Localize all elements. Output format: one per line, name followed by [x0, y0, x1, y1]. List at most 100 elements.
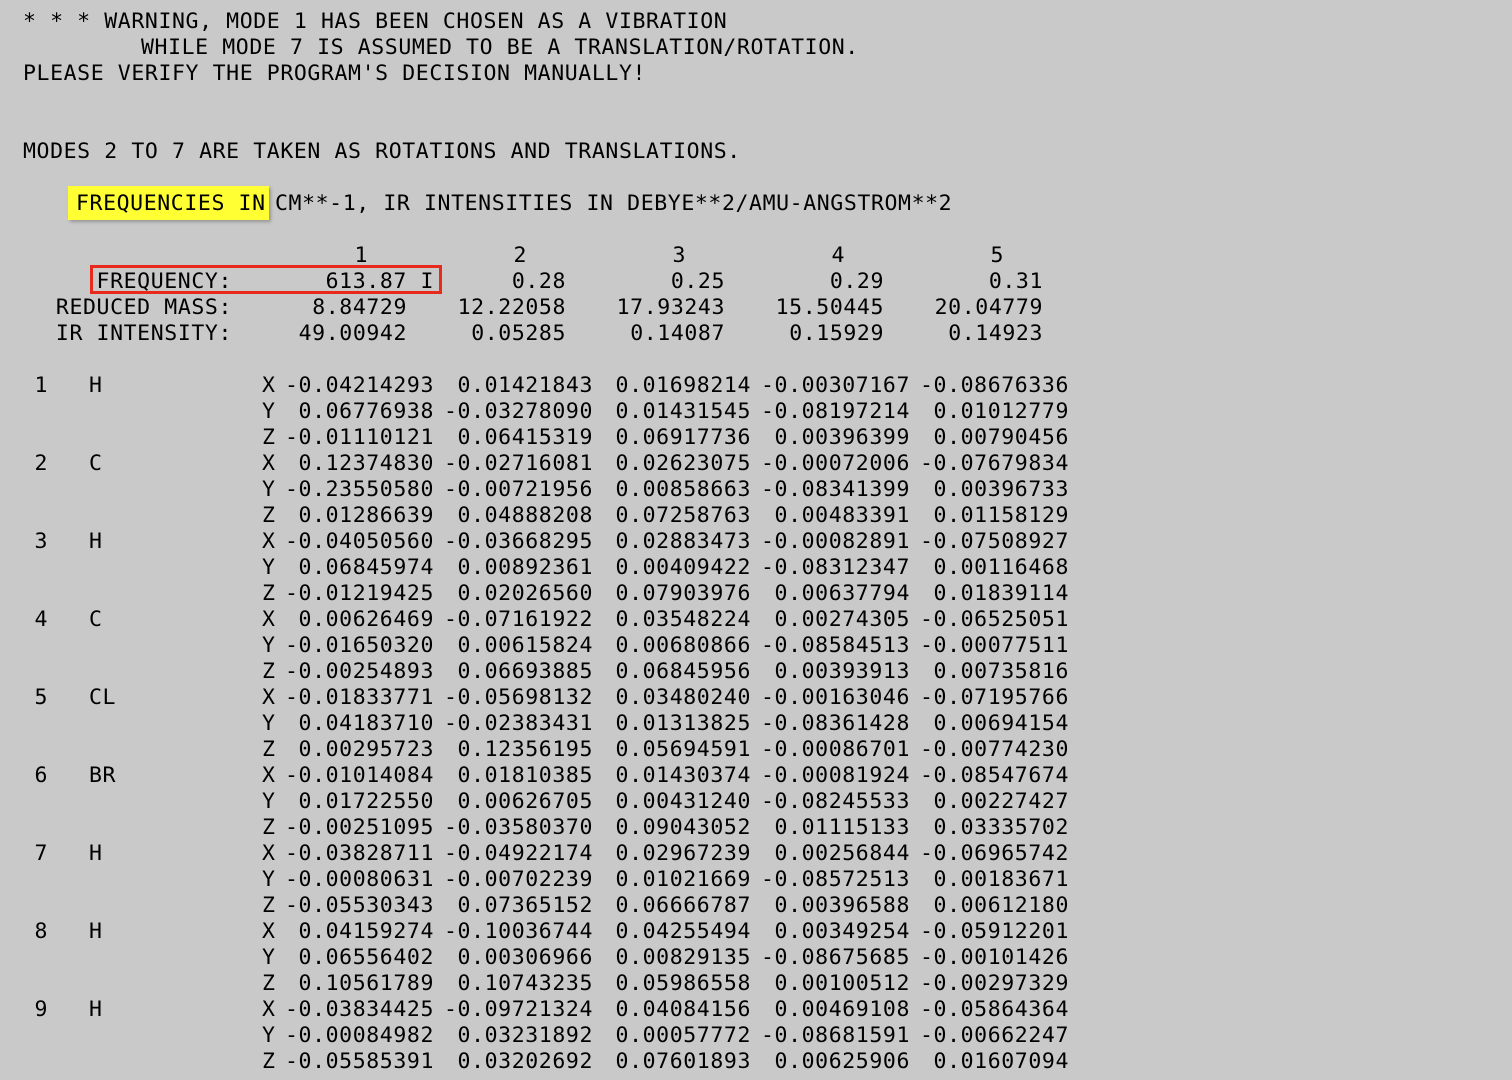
- axis-label: Y: [262, 711, 276, 736]
- coordinate-value: -0.00072006: [761, 451, 910, 476]
- coordinate-value: -0.01833771: [285, 685, 434, 710]
- coordinate-value: -0.00101426: [920, 945, 1069, 970]
- coordinate-value: -0.02383431: [444, 711, 593, 736]
- coordinate-value: -0.03828711: [285, 841, 434, 866]
- atom-symbol: H: [89, 841, 103, 866]
- coordinate-value: 0.06845974: [298, 555, 434, 580]
- coordinate-value: 0.00396733: [933, 477, 1069, 502]
- atom-index: 4: [34, 607, 48, 632]
- reduced-mass-row-value: 15.50445: [775, 295, 884, 320]
- atom-coordinate-row: Y -0.23550580 -0.00721956 0.00858663 -0.0834…: [0, 477, 1512, 503]
- atom-coordinate-row: 6 BR X -0.01014084 0.01810385 0.01430374 -0.00…: [0, 763, 1512, 789]
- atom-coordinate-row: Y 0.01722550 0.00626705 0.00431240 -0.082455…: [0, 789, 1512, 815]
- frequency-row-value: 0.25: [670, 269, 725, 294]
- mode-number-row: 1 2 3 4 5: [0, 243, 1512, 269]
- atom-coordinate-row: Z -0.05585391 0.03202692 0.07601893 0.006259…: [0, 1049, 1512, 1075]
- warning-line-1: * * * WARNING, MODE 1 HAS BEEN CHOSEN AS…: [23, 9, 728, 34]
- coordinate-value: -0.08197214: [761, 399, 910, 424]
- coordinate-value: -0.08584513: [761, 633, 910, 658]
- coordinate-value: 0.04159274: [298, 919, 434, 944]
- coordinate-value: 0.01286639: [298, 503, 434, 528]
- warning-line-2: WHILE MODE 7 IS ASSUMED TO BE A TRANSLAT…: [141, 35, 859, 60]
- coordinate-value: 0.07258763: [615, 503, 751, 528]
- atom-symbol: H: [89, 373, 103, 398]
- mode-number: 2: [513, 243, 527, 268]
- atom-symbol: H: [89, 529, 103, 554]
- axis-label: Y: [262, 399, 276, 424]
- coordinate-value: -0.07679834: [920, 451, 1069, 476]
- atom-symbol: CL: [89, 685, 117, 710]
- atom-coordinate-row: Z 0.01286639 0.04888208 0.07258763 0.0048339…: [0, 503, 1512, 529]
- coordinate-value: -0.03580370: [444, 815, 593, 840]
- coordinate-value: 0.00469108: [774, 997, 910, 1022]
- atom-coordinate-row: 8 H X 0.04159274 -0.10036744 0.04255494 0.0034…: [0, 919, 1512, 945]
- coordinate-value: -0.10036744: [444, 919, 593, 944]
- reduced-mass-row-value: 8.84729: [312, 295, 407, 320]
- coordinate-value: 0.03335702: [933, 815, 1069, 840]
- axis-label: X: [262, 607, 276, 632]
- coordinate-value: -0.00086701: [761, 737, 910, 762]
- atom-coordinate-row: Y 0.06776938 -0.03278090 0.01431545 -0.08197…: [0, 399, 1512, 425]
- coordinate-value: 0.00116468: [933, 555, 1069, 580]
- coordinate-value: 0.00396399: [774, 425, 910, 450]
- coordinate-value: 0.01115133: [774, 815, 910, 840]
- axis-label: Y: [262, 1023, 276, 1048]
- frequency-row-value: 0.29: [829, 269, 884, 294]
- coordinate-value: 0.00790456: [933, 425, 1069, 450]
- coordinate-value: 0.06693885: [457, 659, 593, 684]
- coordinate-value: -0.08675685: [761, 945, 910, 970]
- atom-symbol: H: [89, 919, 103, 944]
- axis-label: Z: [262, 581, 276, 606]
- reduced-mass-row-value: 20.04779: [934, 295, 1043, 320]
- coordinate-value: 0.00409422: [615, 555, 751, 580]
- ir-intensity-row-value: 0.15929: [789, 321, 884, 346]
- coordinate-value: 0.03480240: [615, 685, 751, 710]
- coordinate-value: -0.03668295: [444, 529, 593, 554]
- units-header-rest: CM**-1, IR INTENSITIES IN DEBYE**2/AMU-A…: [275, 191, 953, 216]
- axis-label: X: [262, 763, 276, 788]
- coordinate-value: 0.06666787: [615, 893, 751, 918]
- ir-intensity-row-value: 0.14923: [948, 321, 1043, 346]
- axis-label: Y: [262, 945, 276, 970]
- coordinate-value: 0.00393913: [774, 659, 910, 684]
- atom-coordinate-row: 4 C X 0.00626469 -0.07161922 0.03548224 0.0027…: [0, 607, 1512, 633]
- coordinate-value: -0.00080631: [285, 867, 434, 892]
- coordinate-value: 0.02967239: [615, 841, 751, 866]
- coordinate-value: -0.07161922: [444, 607, 593, 632]
- coordinate-value: 0.00100512: [774, 971, 910, 996]
- coordinate-value: 0.00858663: [615, 477, 751, 502]
- axis-label: Y: [262, 555, 276, 580]
- coordinate-value: -0.05698132: [444, 685, 593, 710]
- coordinate-value: 0.00227427: [933, 789, 1069, 814]
- coordinate-value: -0.06965742: [920, 841, 1069, 866]
- coordinate-value: -0.00082891: [761, 529, 910, 554]
- coordinate-value: 0.01021669: [615, 867, 751, 892]
- coordinate-value: -0.01110121: [285, 425, 434, 450]
- coordinate-value: 0.05986558: [615, 971, 751, 996]
- coordinate-value: 0.06556402: [298, 945, 434, 970]
- units-header-highlighted: FREQUENCIES IN: [76, 191, 266, 216]
- atom-symbol: H: [89, 997, 103, 1022]
- coordinate-value: -0.00084982: [285, 1023, 434, 1048]
- axis-label: Z: [262, 503, 276, 528]
- axis-label: X: [262, 373, 276, 398]
- coordinate-value: 0.04888208: [457, 503, 593, 528]
- coordinate-value: 0.00829135: [615, 945, 751, 970]
- coordinate-value: 0.01722550: [298, 789, 434, 814]
- coordinate-value: -0.00662247: [920, 1023, 1069, 1048]
- coordinate-value: 0.06415319: [457, 425, 593, 450]
- axis-label: Z: [262, 815, 276, 840]
- coordinate-value: -0.04214293: [285, 373, 434, 398]
- coordinate-value: -0.23550580: [285, 477, 434, 502]
- coordinate-value: 0.01607094: [933, 1049, 1069, 1074]
- coordinate-value: 0.06776938: [298, 399, 434, 424]
- axis-label: Y: [262, 633, 276, 658]
- coordinate-value: 0.04084156: [615, 997, 751, 1022]
- coordinate-value: 0.03548224: [615, 607, 751, 632]
- coordinate-value: -0.08681591: [761, 1023, 910, 1048]
- atom-coordinate-row: 5 CL X -0.01833771 -0.05698132 0.03480240 -0.0…: [0, 685, 1512, 711]
- coordinate-value: -0.08341399: [761, 477, 910, 502]
- atom-coordinate-row: 7 H X -0.03828711 -0.04922174 0.02967239 0.002…: [0, 841, 1512, 867]
- coordinate-value: 0.00694154: [933, 711, 1069, 736]
- coordinate-value: 0.01421843: [457, 373, 593, 398]
